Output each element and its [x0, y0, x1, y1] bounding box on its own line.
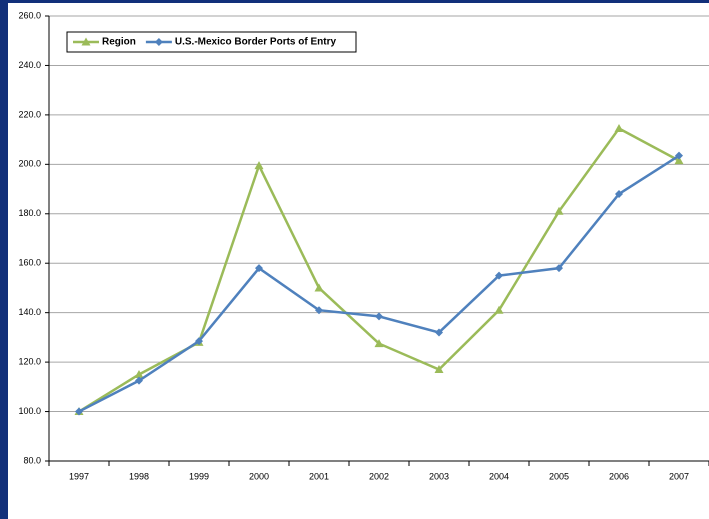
legend-box	[66, 31, 357, 53]
y-tick-label: 140.0	[18, 307, 41, 317]
marker	[555, 264, 563, 273]
marker	[674, 156, 684, 165]
top-border	[0, 0, 709, 3]
marker	[195, 337, 203, 346]
x-tick-label: 2005	[549, 471, 569, 481]
marker	[374, 339, 384, 348]
marker	[254, 161, 264, 170]
x-tick-label: 1999	[189, 471, 209, 481]
left-border	[0, 0, 8, 519]
marker	[81, 37, 91, 46]
x-tick-label: 2007	[669, 471, 689, 481]
y-tick-label: 240.0	[18, 60, 41, 70]
x-tick-label: 2004	[489, 471, 509, 481]
x-tick-label: 1997	[69, 471, 89, 481]
legend-label: Region	[102, 37, 136, 48]
y-tick-label: 260.0	[18, 10, 41, 20]
y-tick-label: 100.0	[18, 406, 41, 416]
x-tick-label: 1998	[129, 471, 149, 481]
x-tick-label: 2003	[429, 471, 449, 481]
marker	[315, 306, 323, 315]
y-tick-label: 160.0	[18, 258, 41, 268]
marker	[434, 365, 444, 374]
marker	[554, 206, 564, 215]
y-tick-label: 180.0	[18, 208, 41, 218]
x-tick-label: 2002	[369, 471, 389, 481]
legend-label: U.S.-Mexico Border Ports of Entry	[175, 37, 337, 48]
marker	[154, 38, 163, 46]
marker	[75, 407, 83, 416]
marker	[255, 264, 263, 273]
y-tick-label: 200.0	[18, 159, 41, 169]
x-tick-label: 2000	[249, 471, 269, 481]
marker	[134, 369, 144, 378]
marker	[494, 305, 504, 314]
x-tick-label: 2006	[609, 471, 629, 481]
y-tick-label: 220.0	[18, 109, 41, 119]
marker	[314, 283, 324, 292]
marker	[135, 376, 143, 385]
marker	[375, 312, 383, 321]
marker	[675, 151, 683, 160]
x-tick-label: 2001	[309, 471, 329, 481]
marker	[614, 123, 624, 132]
marker	[495, 271, 503, 280]
marker	[435, 328, 443, 337]
y-tick-label: 120.0	[18, 356, 41, 366]
marker	[615, 190, 623, 198]
y-tick-label: 80.0	[23, 455, 41, 465]
